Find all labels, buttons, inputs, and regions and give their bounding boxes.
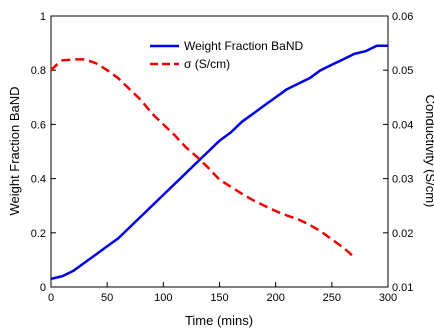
left-y-tick-label: 0.2 (31, 228, 46, 240)
right-y-tick-label: 0.02 (392, 228, 413, 240)
legend-label-weight-fraction: Weight Fraction BaND (184, 39, 303, 53)
series-layer (51, 46, 388, 279)
x-tick-label: 150 (210, 292, 228, 304)
legend-label-conductivity: σ (S/cm) (184, 57, 230, 71)
right-y-tick-label: 0.03 (392, 174, 413, 186)
left-y-tick-label: 1 (40, 11, 46, 23)
right-y-tick-label: 0.05 (392, 65, 413, 77)
right-y-tick-label: 0.04 (392, 119, 413, 131)
x-tick-label: 250 (323, 292, 341, 304)
x-axis-ticks: 0 50 100 150 200 250 300 (48, 282, 397, 304)
right-y-tick-label: 0.06 (392, 11, 413, 23)
legend: Weight Fraction BaND σ (S/cm) (150, 39, 303, 71)
x-tick-label: 200 (266, 292, 284, 304)
x-axis-title: Time (mins) (185, 313, 253, 328)
x-tick-label: 0 (48, 292, 54, 304)
right-y-axis-title: Conductivity (S/cm) (423, 95, 434, 208)
left-y-tick-label: 0.6 (31, 119, 46, 131)
left-y-tick-label: 0.8 (31, 65, 46, 77)
left-y-tick-label: 0.4 (31, 174, 46, 186)
right-y-tick-label: 0.01 (392, 282, 413, 294)
left-y-axis-ticks: 0 0.2 0.4 0.6 0.8 1 (31, 11, 56, 294)
x-tick-label: 50 (101, 292, 113, 304)
left-y-tick-label: 0 (40, 282, 46, 294)
x-tick-label: 100 (154, 292, 172, 304)
left-y-axis-title: Weight Fraction BaND (7, 86, 22, 215)
